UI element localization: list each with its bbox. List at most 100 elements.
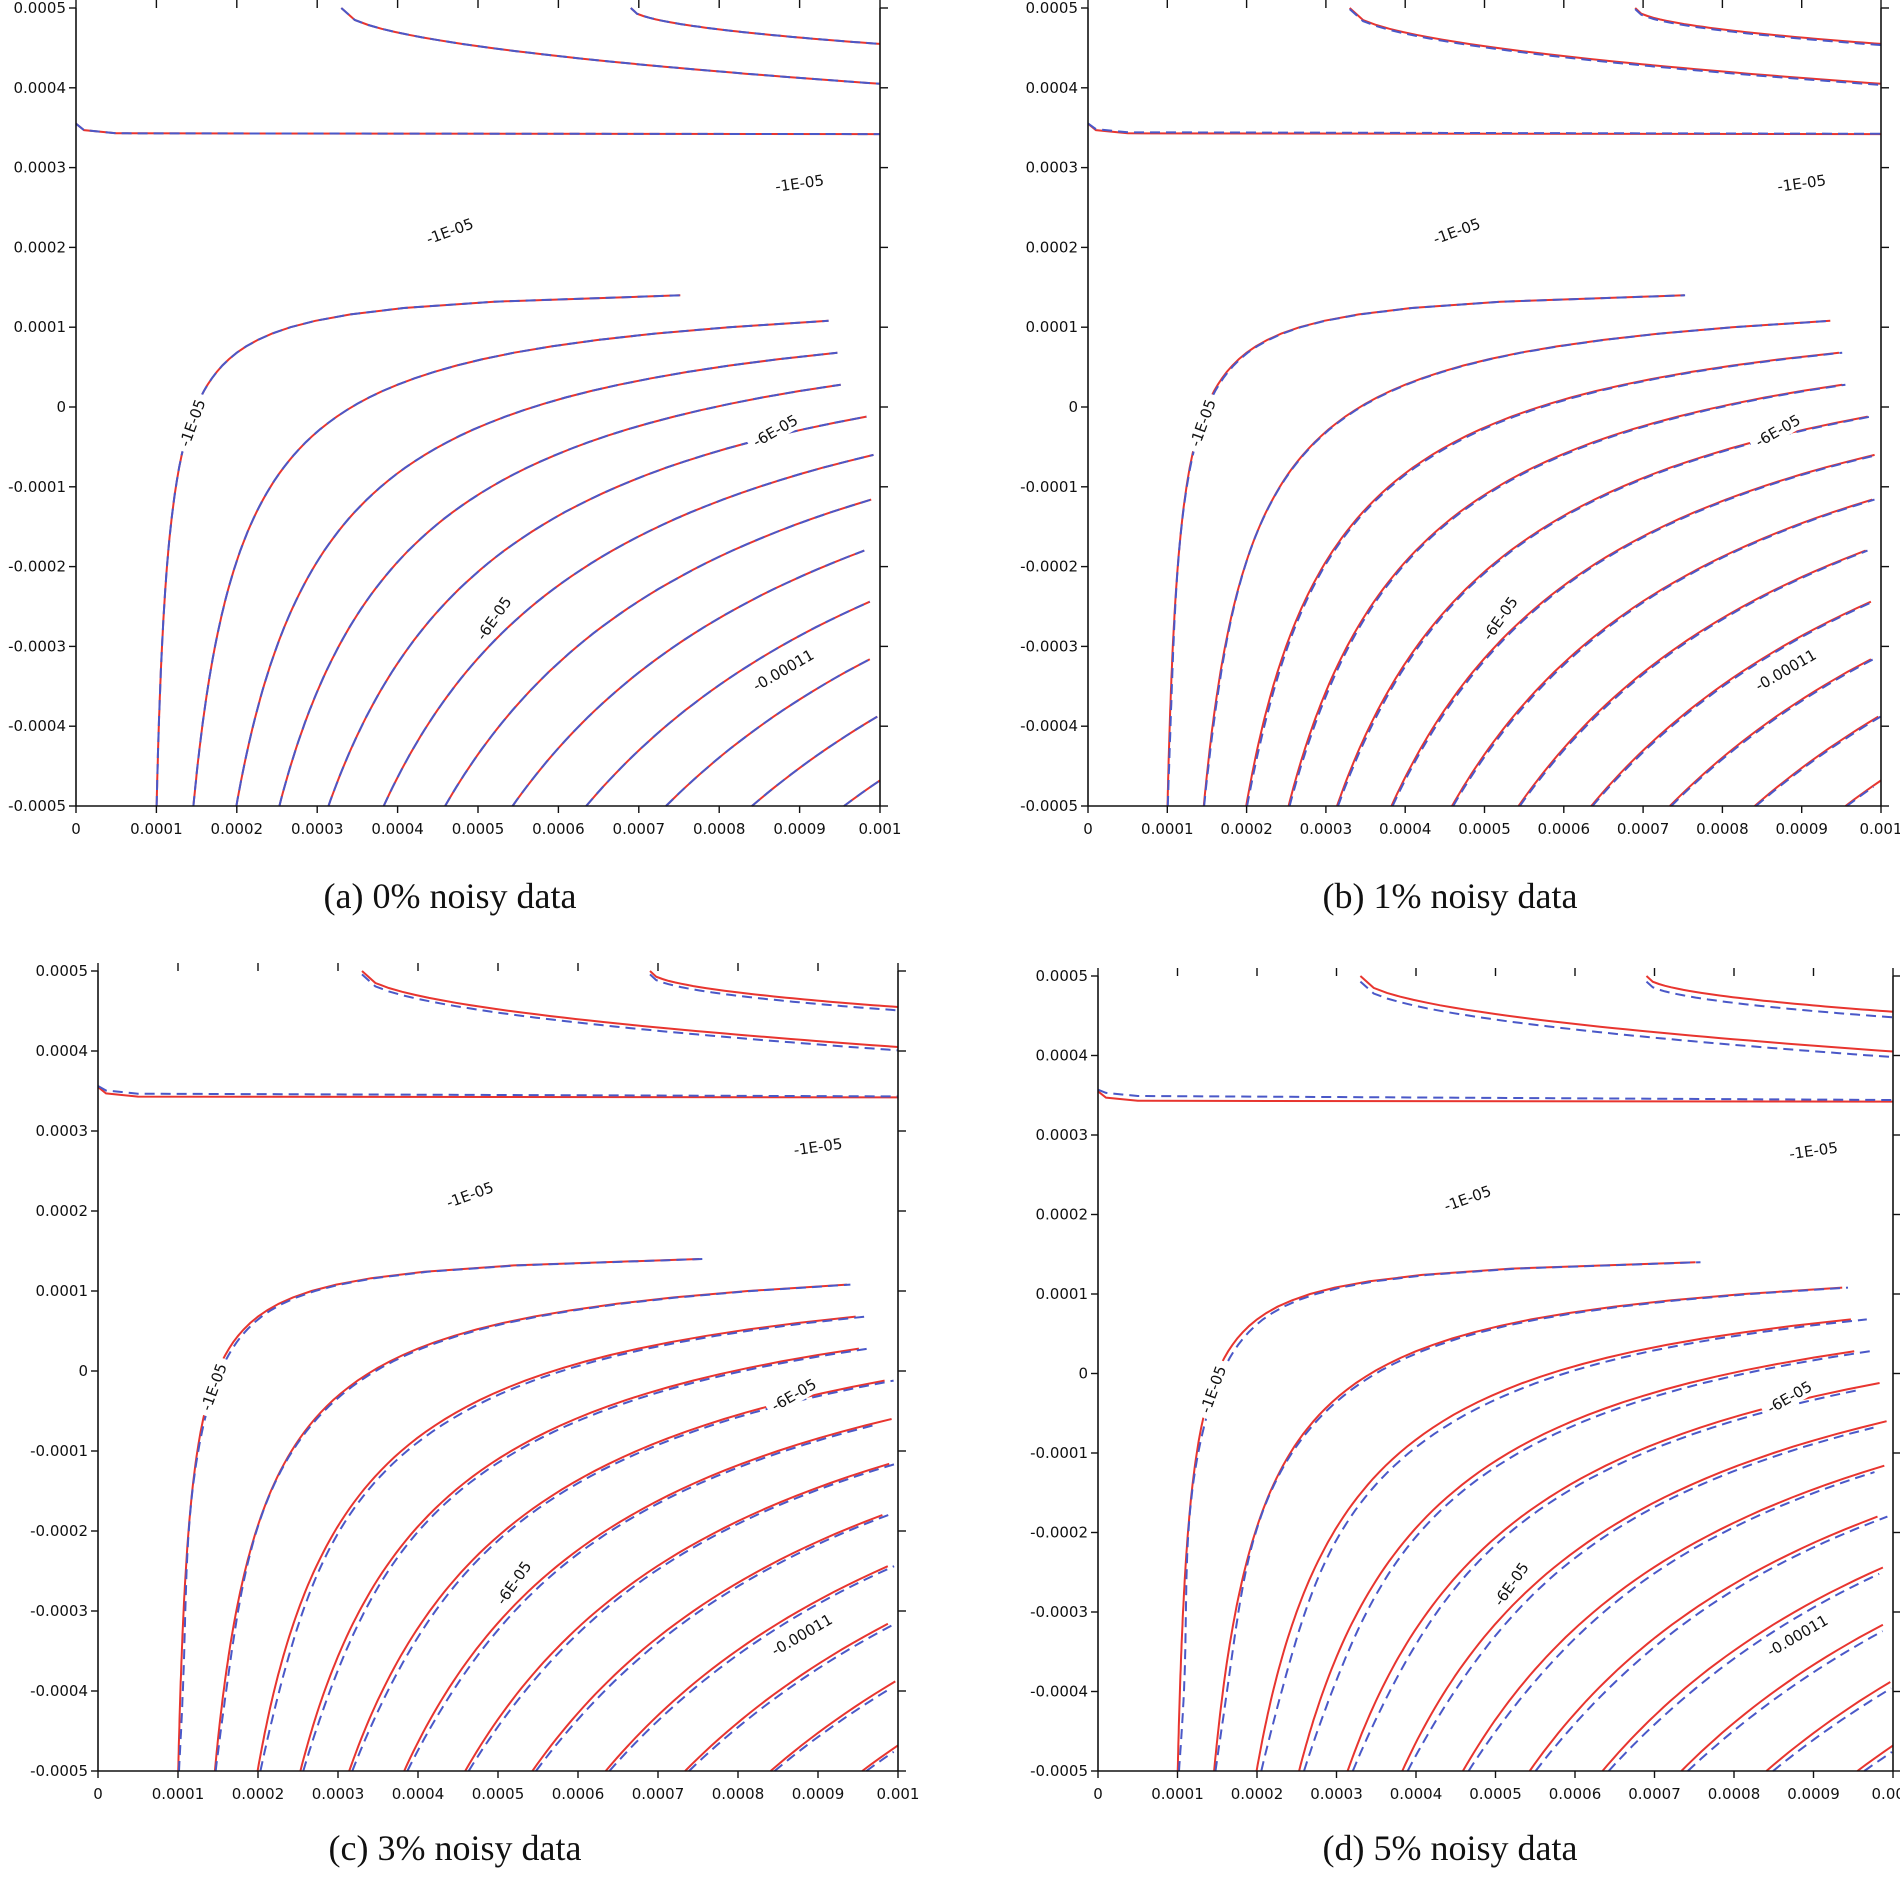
- exact-contour-line: [1517, 549, 1866, 807]
- exact-contour-line: [1202, 319, 1831, 807]
- exact-contour-line: [1462, 1464, 1885, 1772]
- plot-area: [1097, 975, 1894, 1772]
- panel-d: 0 0.0001 0.0002 0.0003 0.0004 0.0005 0.0006 0.0…: [1010, 955, 1900, 1889]
- y-tick-label: -0.0002: [8, 558, 66, 576]
- exact-contour-line: [464, 1462, 890, 1772]
- contour-label: -1E-05: [774, 171, 825, 196]
- exact-contour-line: [1166, 294, 1685, 807]
- contour-label: -0.00011: [1764, 1611, 1831, 1660]
- reconstructed-contour-line: [1591, 600, 1874, 807]
- y-tick-label: -0.0004: [30, 1682, 88, 1700]
- exact-contour-line: [327, 415, 867, 807]
- reconstructed-contour-line: [178, 1258, 703, 1772]
- x-tick-label: 0.0007: [1628, 1785, 1681, 1803]
- reconstructed-contour-line: [1097, 1088, 1894, 1101]
- exact-contour-line: [1680, 1623, 1884, 1772]
- reconstructed-contour-line: [406, 1424, 874, 1772]
- panel-b: 0 0.0001 0.0002 0.0003 0.0004 0.0005 0.0006 0.0…: [1010, 0, 1900, 930]
- y-tick-label: 0.0004: [14, 79, 67, 97]
- reconstructed-contour-line: [1607, 1572, 1880, 1772]
- x-tick-label: 0.0002: [1220, 820, 1273, 838]
- y-tick-label: -0.0003: [8, 637, 66, 655]
- x-tick-label: 0.0007: [632, 1785, 685, 1803]
- y-tick-label: 0.0002: [14, 238, 67, 256]
- reconstructed-contour-line: [1467, 1471, 1875, 1772]
- exact-contour-line: [403, 1418, 892, 1772]
- reconstructed-contour-line: [1166, 294, 1686, 807]
- exact-contour-line: [192, 319, 829, 807]
- y-tick-label: 0.0002: [1036, 1206, 1089, 1224]
- reconstructed-contour-line: [1452, 498, 1875, 807]
- reconstructed-contour-line: [1863, 1751, 1893, 1772]
- reconstructed-contour-line: [535, 1514, 889, 1772]
- y-tick-label: -0.0003: [1030, 1603, 1088, 1621]
- y-tick-label: 0.0002: [36, 1202, 89, 1220]
- contour-label-bg: [762, 1370, 825, 1418]
- y-tick-label: 0.0003: [36, 1122, 89, 1140]
- contour-label-bg: [1485, 1553, 1536, 1614]
- y-tick-label: -0.0004: [1020, 717, 1078, 735]
- exact-contour-line: [1245, 351, 1840, 807]
- exact-contour-line: [1669, 658, 1872, 807]
- contour-label-bg: [487, 1552, 539, 1613]
- contour-label-bg: [171, 391, 212, 455]
- x-tick-label: 0.0004: [392, 1785, 445, 1803]
- x-tick-label: 0.0006: [532, 820, 585, 838]
- exact-contour-line: [155, 294, 681, 807]
- y-tick-label: 0.0001: [1036, 1285, 1089, 1303]
- exact-contour-line: [1255, 1318, 1852, 1772]
- y-tick-label: 0.0004: [36, 1042, 89, 1060]
- x-tick-label: 0.0001: [152, 1785, 205, 1803]
- reconstructed-contour-line: [1634, 8, 1882, 46]
- exact-contour-line: [1287, 383, 1843, 807]
- contour-label-bg: [1182, 391, 1222, 455]
- exact-contour-line: [751, 715, 878, 807]
- x-tick-label: 0.0001: [1151, 1785, 1204, 1803]
- caption-b: (b) 1% noisy data: [1322, 876, 1578, 916]
- contour-label: -0.00011: [1752, 646, 1819, 695]
- y-tick-label: -0.0001: [30, 1442, 88, 1460]
- x-tick-label: 0.0001: [1141, 820, 1194, 838]
- exact-contour-line: [1346, 1382, 1880, 1772]
- contour-label-bg: [1435, 1178, 1499, 1218]
- x-tick-label: 0: [93, 1785, 103, 1803]
- contour-label-bg: [770, 1610, 833, 1658]
- y-tick-label: 0.0005: [1026, 0, 1079, 17]
- x-tick-label: 0.0006: [1549, 1785, 1602, 1803]
- exact-contour-line: [97, 1086, 899, 1099]
- reconstructed-contour-line: [1772, 1687, 1892, 1772]
- x-tick-label: 0.0005: [1458, 820, 1511, 838]
- caption-d: (d) 5% noisy data: [1322, 1828, 1578, 1868]
- contour-label: -6E-05: [1752, 411, 1803, 451]
- exact-contour-line: [1634, 7, 1882, 45]
- x-tick-label: 0: [1093, 1785, 1103, 1803]
- contour-label: -1E-05: [1186, 397, 1220, 449]
- y-tick-label: -0.0005: [30, 1762, 88, 1780]
- x-tick-label: 0.0002: [211, 820, 264, 838]
- reconstructed-contour-line: [630, 7, 881, 45]
- reconstructed-contour-line: [1246, 351, 1843, 807]
- reconstructed-contour-line: [235, 351, 838, 807]
- exact-contour-line: [1176, 1261, 1696, 1772]
- x-tick-label: 0.0003: [1300, 820, 1353, 838]
- x-tick-label: 0.0009: [792, 1785, 845, 1803]
- contour-label: -1E-05: [793, 1135, 844, 1160]
- reconstructed-contour-line: [192, 319, 829, 807]
- exact-contour-line: [1401, 1420, 1887, 1772]
- x-tick-label: 0.0006: [1538, 820, 1591, 838]
- x-tick-label: 0.0003: [312, 1785, 365, 1803]
- reconstructed-contour-line: [511, 549, 865, 807]
- reconstructed-contour-line: [1755, 715, 1882, 807]
- reconstructed-contour-line: [1349, 8, 1882, 86]
- exact-contour-line: [340, 7, 881, 85]
- contour-label-bg: [1782, 1135, 1845, 1164]
- y-tick-label: 0.0001: [1026, 318, 1079, 336]
- reconstructed-contour-line: [361, 973, 899, 1052]
- contour-plot-b: 0 0.0001 0.0002 0.0003 0.0004 0.0005 0.0006 0.0…: [1020, 0, 1900, 838]
- contour-label: -1E-05: [1442, 1182, 1494, 1216]
- reconstructed-contour-line: [773, 1686, 893, 1772]
- reconstructed-contour-line: [1288, 383, 1846, 807]
- reconstructed-contour-line: [327, 415, 867, 807]
- exact-contour-line: [361, 970, 899, 1048]
